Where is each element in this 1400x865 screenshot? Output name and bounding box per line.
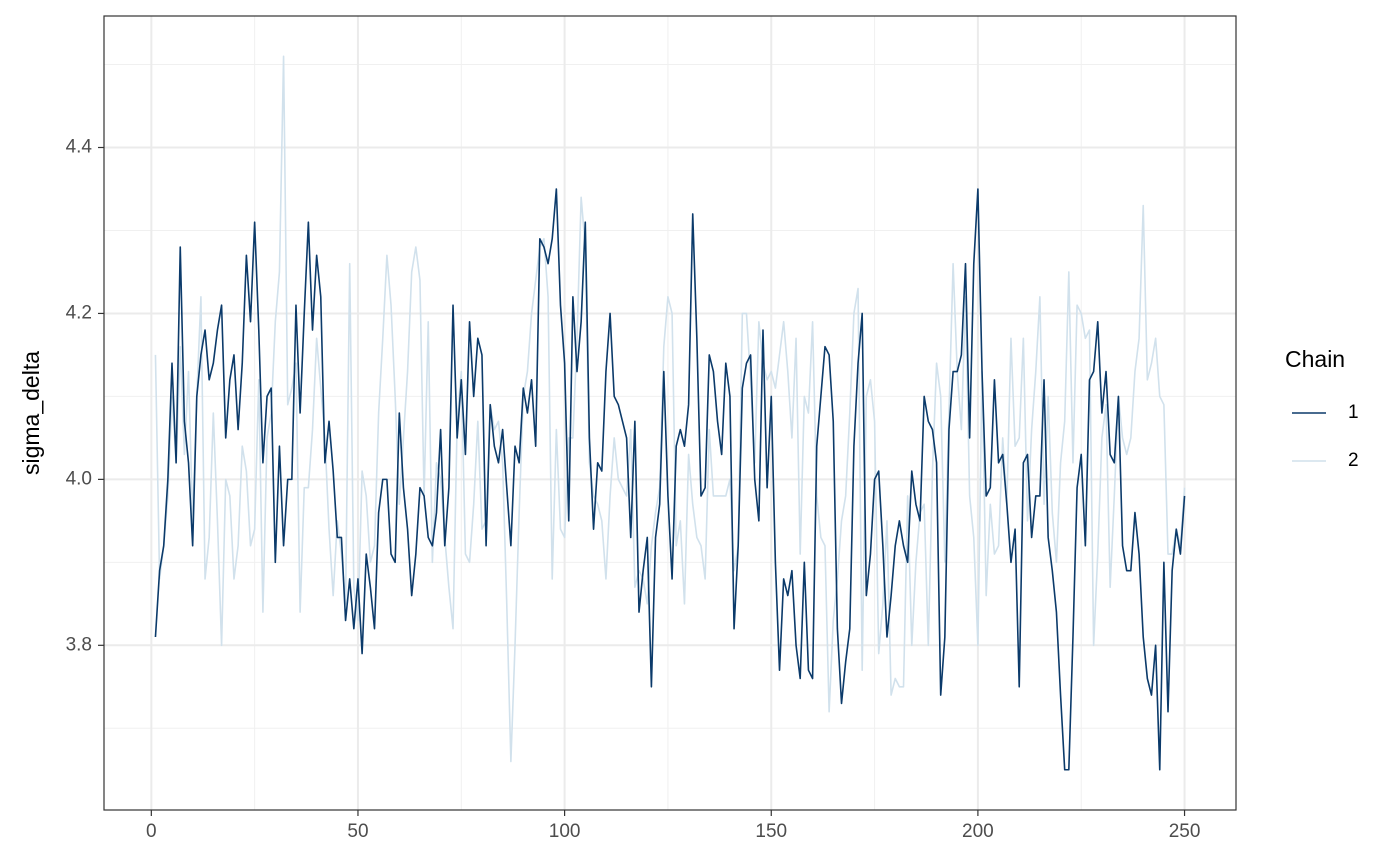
x-tick-label: 50 [347, 821, 368, 842]
x-tick-label: 200 [962, 821, 994, 842]
series-line [154, 188, 1186, 771]
y-tick-label: 3.8 [66, 634, 92, 655]
x-tick-label: 100 [549, 821, 581, 842]
y-tick-label: 4.4 [66, 137, 93, 158]
x-tick-label: 150 [755, 821, 787, 842]
panel-background [104, 16, 1236, 810]
x-tick-label: 250 [1169, 821, 1201, 842]
legend-label: 1 [1348, 402, 1359, 423]
y-tick-label: 4.2 [66, 302, 92, 323]
x-tick-label: 0 [146, 821, 157, 842]
legend-title: Chain [1285, 346, 1345, 372]
legend-label: 2 [1348, 450, 1359, 471]
y-tick-label: 4.0 [66, 468, 92, 489]
y-axis-label: sigma_delta [18, 351, 44, 475]
panel-border [103, 15, 1237, 811]
series-line [154, 55, 1186, 763]
